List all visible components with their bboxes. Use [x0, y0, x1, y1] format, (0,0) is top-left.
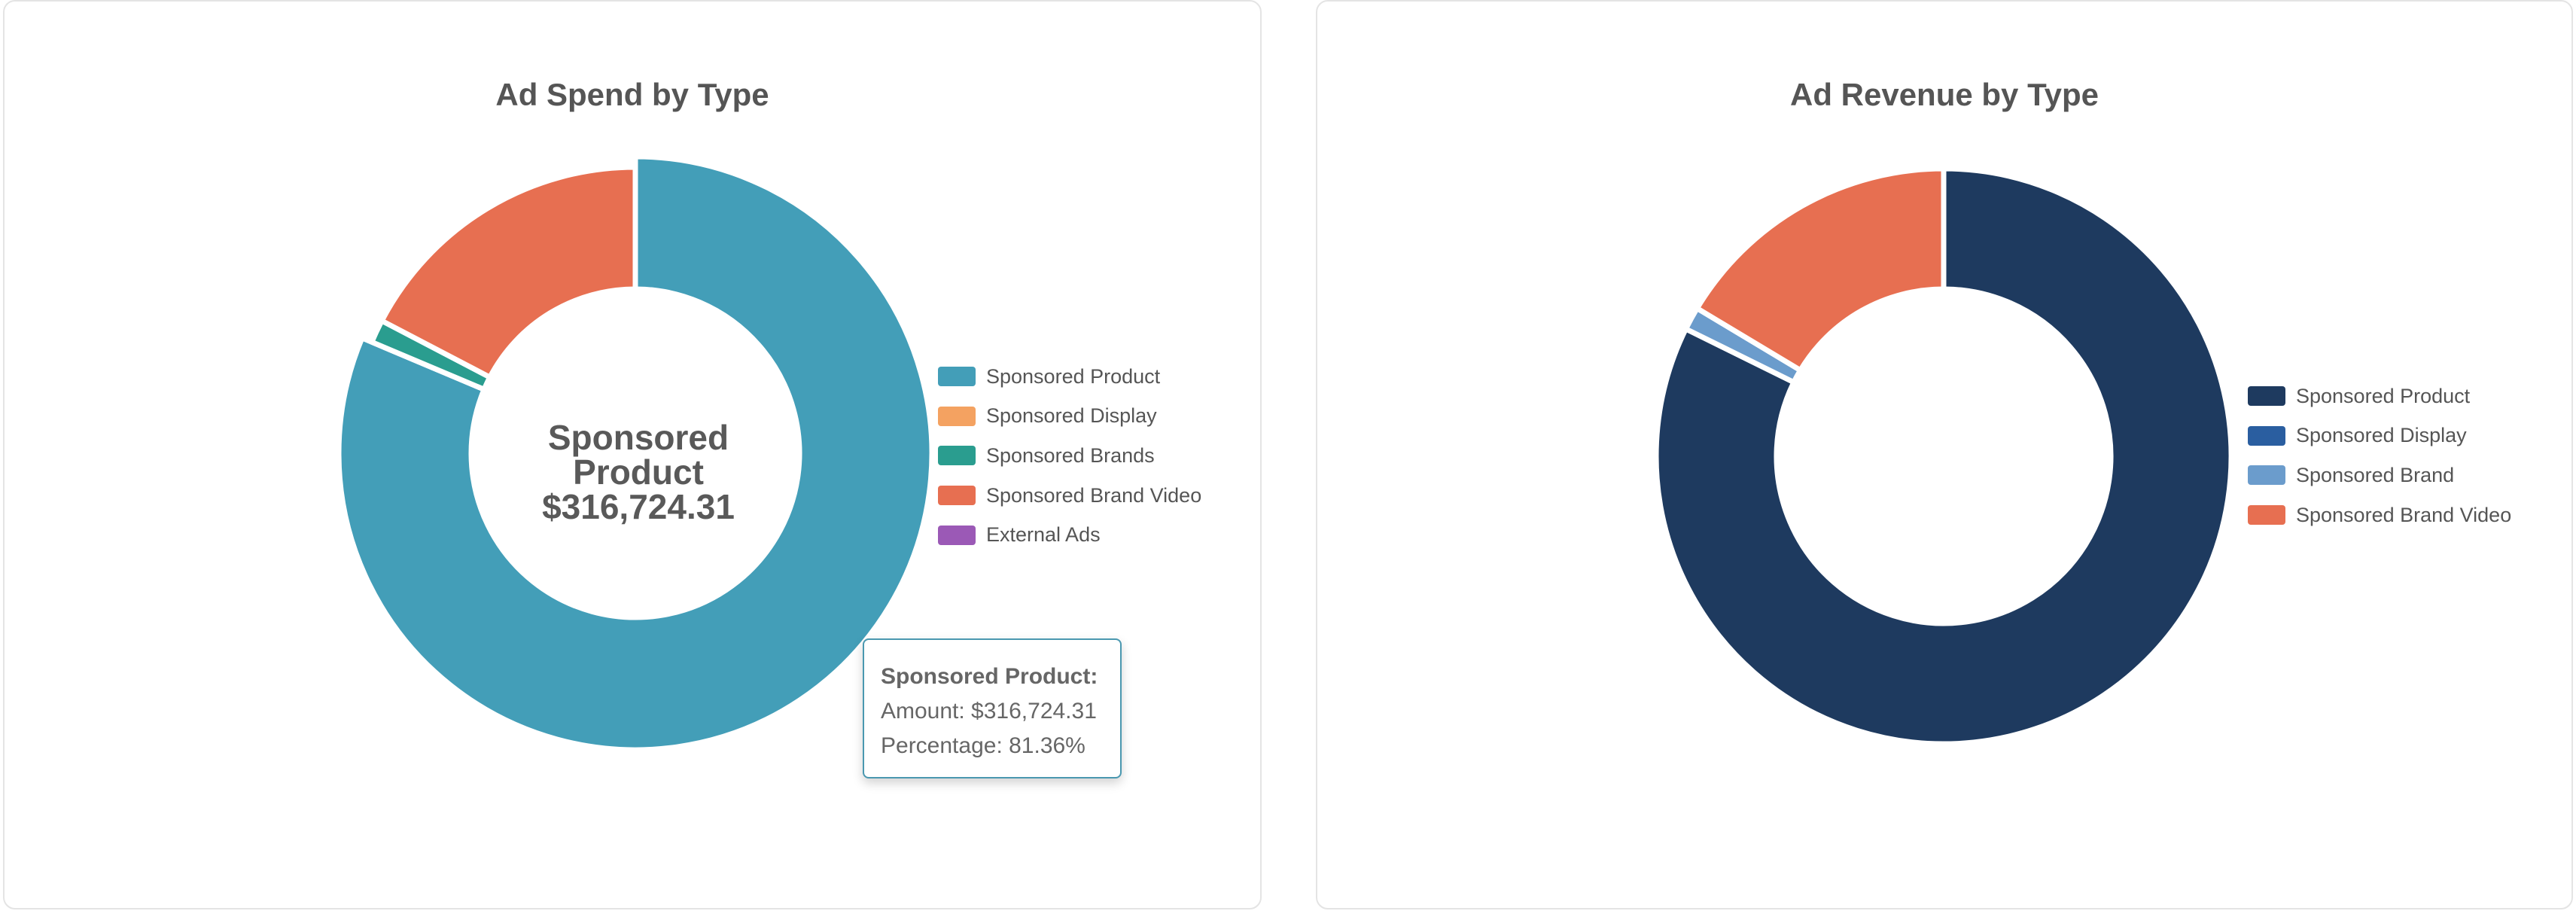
tooltip-title: Sponsored Product: — [881, 664, 1098, 689]
legend-label: Sponsored Product — [2296, 384, 2471, 407]
legend-swatch — [2248, 465, 2285, 486]
legend-label: External Ads — [986, 523, 1101, 547]
legend-item-sponsored-product[interactable]: Sponsored Product — [938, 357, 1201, 397]
slice-sponsored-brand-video[interactable] — [1694, 166, 1947, 373]
ad-revenue-donut-chart[interactable] — [1317, 2, 2571, 908]
legend-label: Sponsored Display — [986, 404, 1157, 428]
legend-swatch — [938, 446, 976, 466]
legend-item-sponsored-product[interactable]: Sponsored Product — [2248, 376, 2511, 416]
center-label-value: $316,724.31 — [542, 487, 735, 526]
slice-sponsored-product[interactable] — [336, 154, 935, 753]
legend-item-sponsored-brands[interactable]: Sponsored Brands — [938, 436, 1201, 476]
ad-revenue-chart-card: Ad Revenue by Type Sponsored Product Spon… — [1316, 0, 2573, 909]
legend-label: Sponsored Brand Video — [986, 483, 1202, 507]
legend-item-sponsored-brand[interactable]: Sponsored Brand — [2248, 455, 2511, 495]
legend-item-sponsored-display[interactable]: Sponsored Display — [938, 397, 1201, 437]
legend-swatch — [2248, 505, 2285, 526]
legend-swatch — [938, 367, 976, 387]
legend-swatch — [2248, 386, 2285, 407]
legend-label: Sponsored Product — [986, 364, 1161, 388]
legend-swatch — [2248, 425, 2285, 446]
tooltip-percentage: Percentage: 81.36% — [881, 733, 1086, 758]
legend-swatch — [938, 406, 976, 426]
legend-label: Sponsored Display — [2296, 424, 2467, 447]
ad-spend-donut-chart[interactable] — [5, 2, 1260, 908]
chart-title: Ad Revenue by Type — [1790, 77, 2099, 112]
slice-tooltip: Sponsored Product: Amount: $316,724.31 P… — [863, 638, 1122, 778]
legend-label: Sponsored Brand — [2296, 463, 2455, 486]
legend-item-sponsored-brand-video[interactable]: Sponsored Brand Video — [938, 476, 1201, 516]
legend-item-sponsored-brand-video[interactable]: Sponsored Brand Video — [2248, 495, 2511, 535]
legend-item-sponsored-display[interactable]: Sponsored Display — [2248, 416, 2511, 456]
legend-swatch — [938, 486, 976, 506]
ad-spend-chart-card: Ad Spend by Type Sponsored Product $316,… — [3, 0, 1262, 909]
ad-revenue-legend: Sponsored Product Sponsored Display Sponso… — [2248, 376, 2511, 535]
legend-item-external-ads[interactable]: External Ads — [938, 515, 1201, 555]
legend-label: Sponsored Brands — [986, 443, 1155, 467]
ad-spend-legend: Sponsored Product Sponsored Display Sponso… — [938, 357, 1201, 555]
chart-title: Ad Spend by Type — [495, 77, 769, 112]
legend-swatch — [938, 525, 976, 545]
tooltip-amount: Amount: $316,724.31 — [881, 699, 1097, 724]
donut-center-label: Sponsored Product $316,724.31 — [480, 420, 796, 524]
center-label-name: Sponsored Product — [547, 418, 729, 492]
slice-sponsored-product[interactable] — [1653, 166, 2234, 747]
legend-label: Sponsored Brand Video — [2296, 503, 2512, 526]
slice-sponsored-brand-video[interactable] — [379, 164, 638, 380]
